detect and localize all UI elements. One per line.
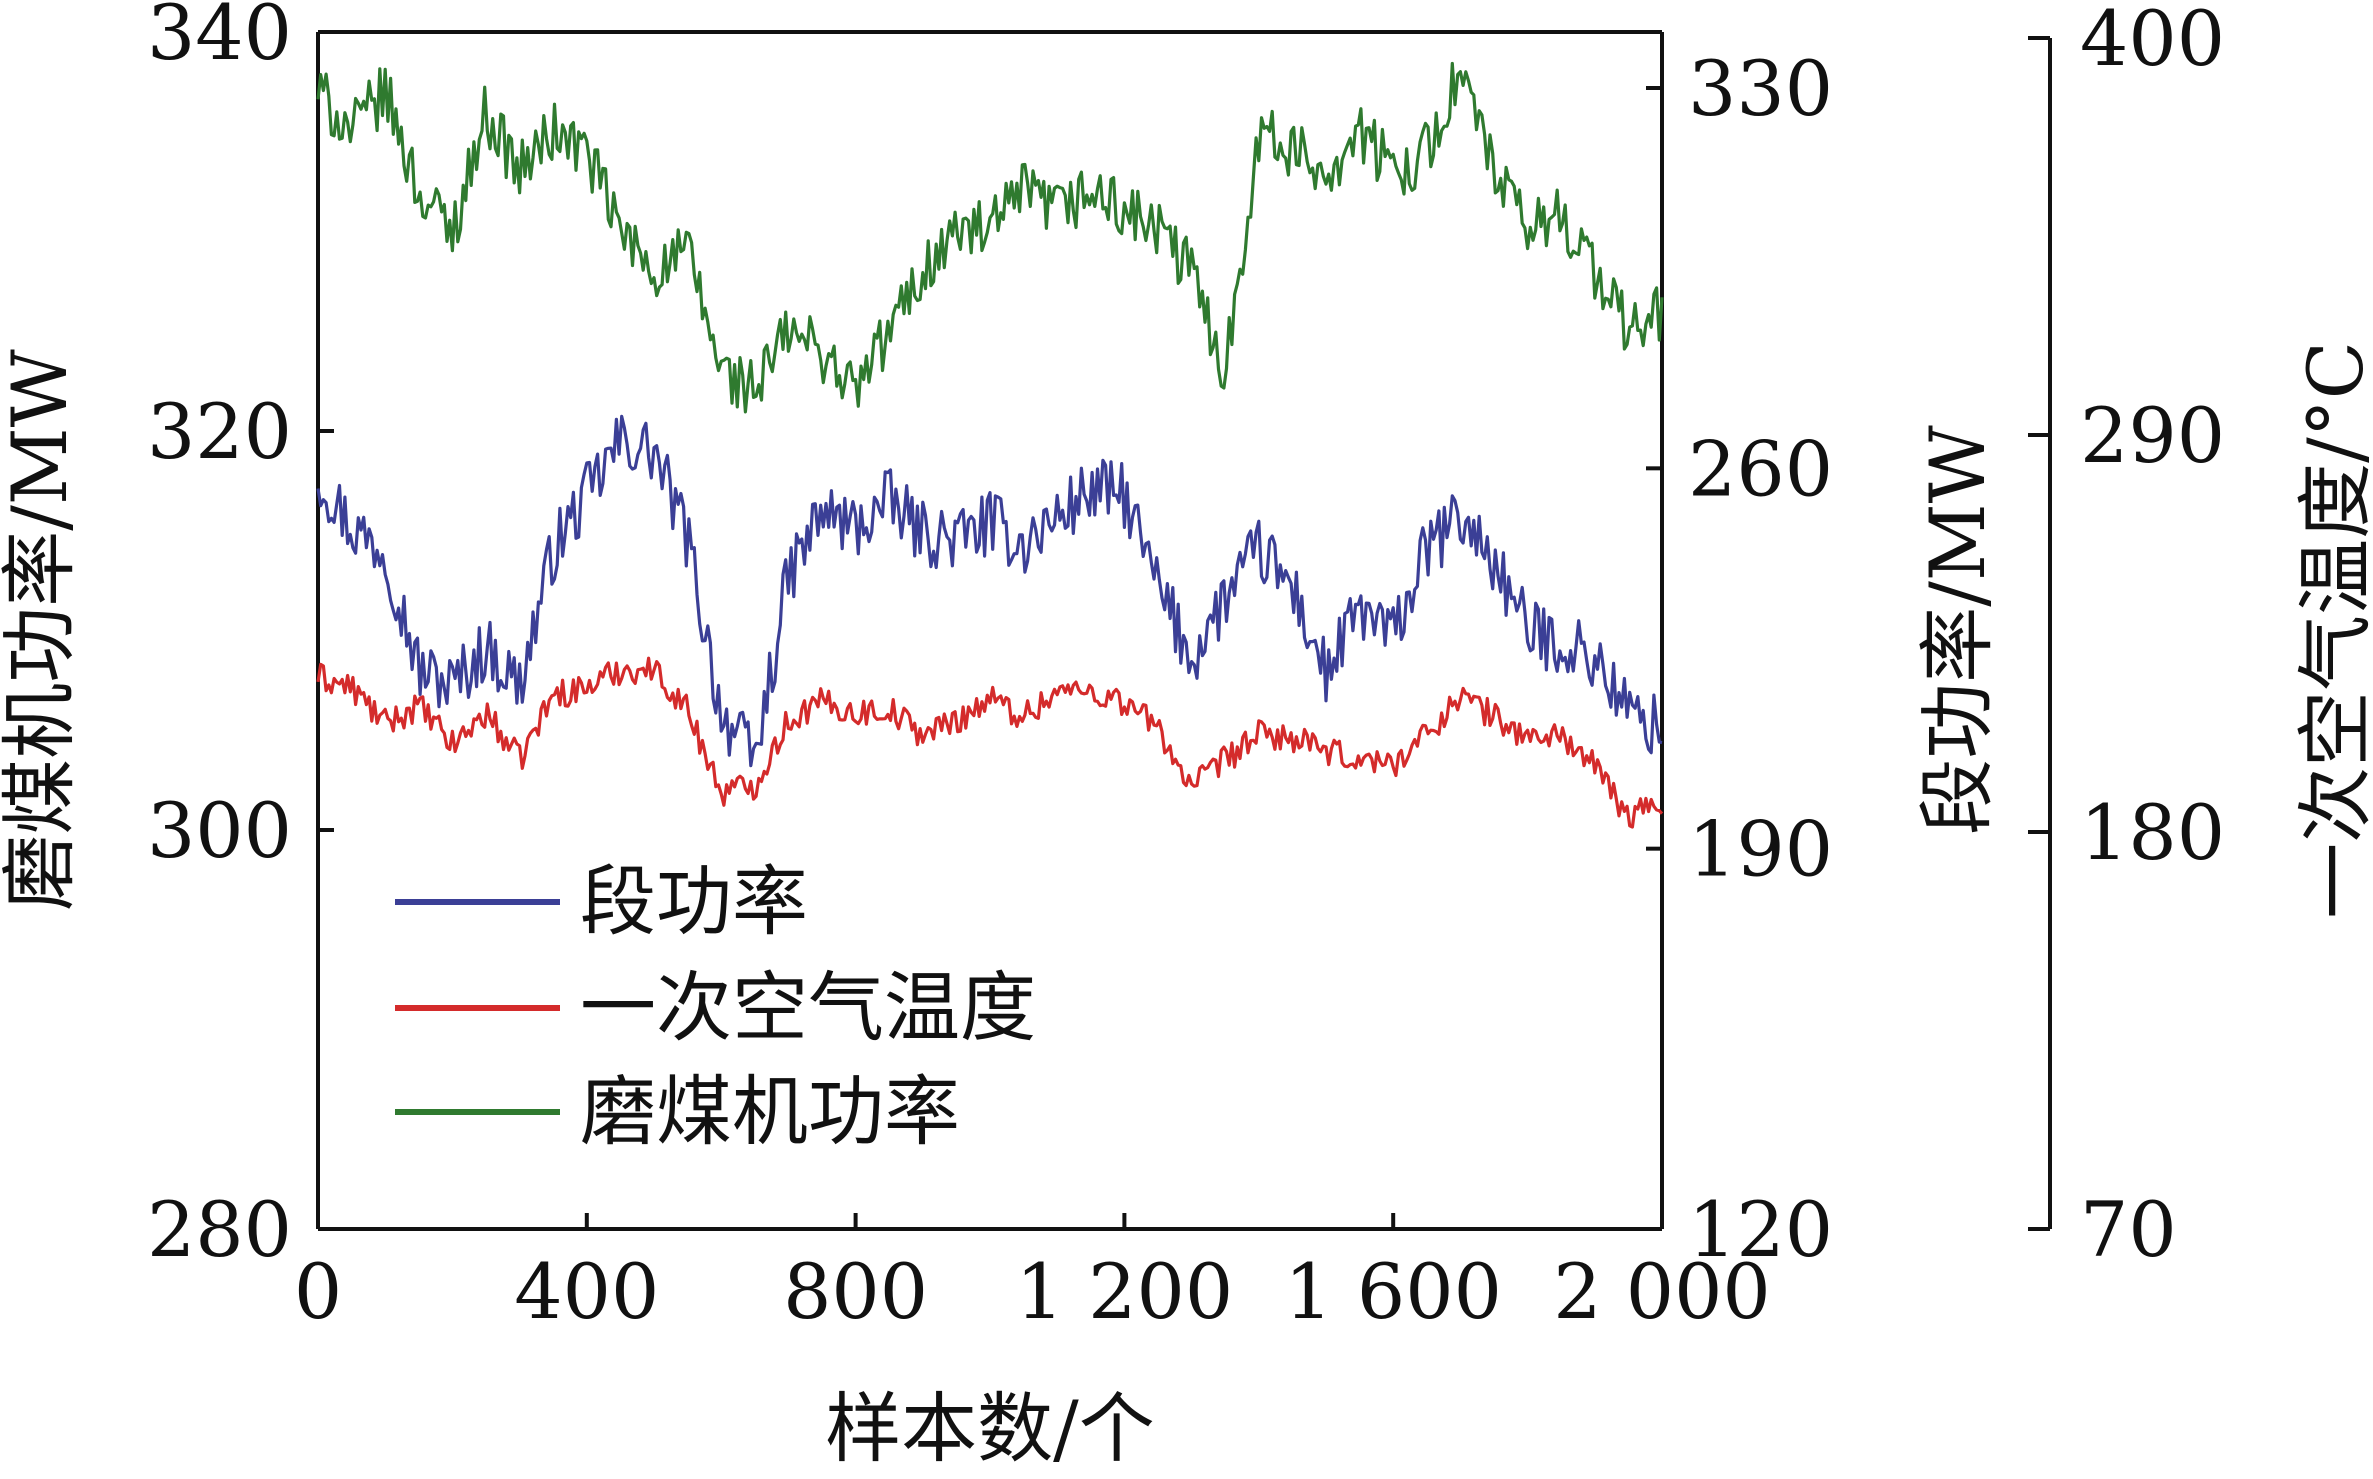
x-tick-label: 1 600 (1284, 1247, 1502, 1336)
x-tick-label: 1 200 (1016, 1247, 1234, 1336)
right1-axis-title: 段功率/MW (1913, 425, 2002, 835)
series-line-mill-power (316, 61, 1664, 414)
left-tick-label: 340 (147, 0, 292, 77)
series-line-segment-power (316, 414, 1663, 768)
legend-label-mill-power: 磨煤机功率 (580, 1067, 960, 1156)
right2-axis-ticks: 70 180 290 400 (2028, 0, 2225, 1274)
x-tick-label: 400 (514, 1247, 659, 1336)
right1-tick-label: 330 (1688, 44, 1833, 133)
x-tick-label: 2 000 (1553, 1247, 1771, 1336)
left-axis-title: 磨煤机功率/MW (0, 349, 84, 911)
right2-tick-label: 70 (2080, 1185, 2177, 1274)
series-line-primary-air-temp (316, 656, 1664, 829)
left-tick-label: 320 (147, 387, 292, 476)
x-axis-ticks: 0 400 800 1 200 1 600 2 000 (294, 1213, 1771, 1336)
right1-tick-label: 120 (1688, 1185, 1833, 1274)
right2-tick-label: 400 (2080, 0, 2225, 83)
right1-tick-label: 260 (1688, 424, 1833, 513)
legend-label-segment-power: 段功率 (580, 857, 808, 946)
series-lines (316, 61, 1664, 829)
left-axis-ticks: 280 300 320 340 (147, 0, 334, 1274)
right2-tick-label: 290 (2080, 391, 2225, 480)
x-tick-label: 0 (294, 1247, 342, 1336)
right2-axis-title: 一次空气温度/°C (2291, 341, 2373, 919)
right1-axis-ticks: 120 190 260 330 (1646, 44, 1833, 1274)
x-tick-label: 800 (783, 1247, 928, 1336)
right2-tick-label: 180 (2080, 788, 2225, 877)
right1-tick-label: 190 (1688, 805, 1833, 894)
legend-label-primary-air-temp: 一次空气温度 (580, 963, 1036, 1052)
x-axis-title: 样本数/个 (825, 1384, 1155, 1473)
legend: 段功率 一次空气温度 磨煤机功率 (395, 857, 1036, 1156)
left-tick-label: 300 (147, 786, 292, 875)
left-tick-label: 280 (147, 1185, 292, 1274)
